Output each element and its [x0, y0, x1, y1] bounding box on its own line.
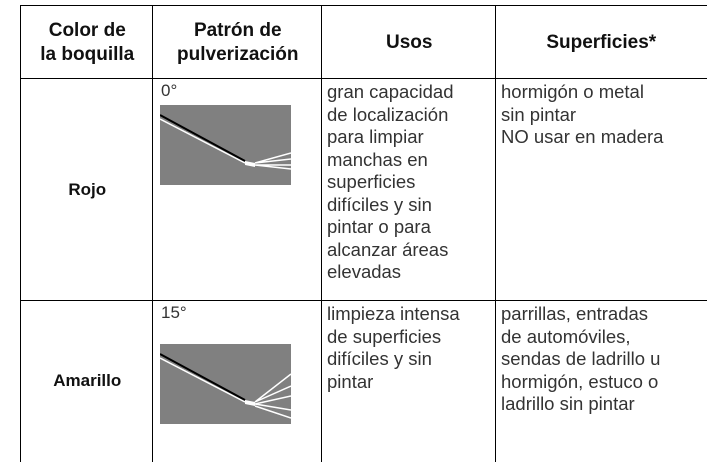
text-line: parrillas, entradas: [501, 303, 649, 324]
color-cell: Rojo: [20, 78, 154, 302]
pattern-cell: 15°: [152, 300, 323, 462]
icon-shape: [160, 353, 246, 401]
spray-icon: [160, 344, 291, 424]
color-name: Amarillo: [53, 371, 122, 391]
icon-shape: [254, 152, 291, 170]
pattern-cell: 0°: [152, 78, 323, 302]
text-line: pintar o para: [327, 216, 431, 237]
text-line: sin pintar: [501, 103, 577, 125]
angle: 15°: [161, 303, 187, 322]
text-line: manchas en: [327, 148, 428, 170]
icon-shape: [254, 373, 291, 419]
header-cell: Color de la boquilla: [20, 5, 154, 80]
text-line: pulverización: [177, 43, 299, 65]
color-name: Rojo: [68, 180, 107, 200]
text-line: de superficies: [327, 325, 442, 347]
text-line: Patrón de: [193, 19, 282, 41]
text-line: sendas de ladrillo u: [501, 348, 661, 369]
text-line: limpieza intensa: [327, 303, 460, 324]
text-line: NO usar en madera: [501, 126, 664, 147]
icon-shape: [160, 118, 246, 164]
icon-shape: [245, 161, 255, 167]
header-cell: Usos: [321, 5, 497, 80]
text-line: superficies: [327, 171, 416, 192]
icon-shape: [160, 105, 291, 185]
text-line: Superficies*: [546, 31, 657, 53]
text-line: de automóviles,: [501, 325, 631, 347]
text-line: hormigón, estuco o: [501, 370, 659, 392]
page: {"table": { "header": [["Color de", "la …: [20, 5, 707, 462]
icon-shape: [245, 400, 255, 406]
text-line: hormigón o metal: [501, 81, 644, 102]
usos-cell: limpieza intensa de superficies difíciles …: [321, 300, 497, 462]
text-line: Usos: [386, 31, 433, 53]
icon-shape: [160, 114, 246, 162]
spray-icon: [160, 105, 291, 185]
superficies-cell: hormigón o metal sin pintar NO usar en mad…: [495, 78, 707, 302]
header-cell: Patrón de pulverización: [152, 5, 323, 80]
angle: 0°: [161, 81, 178, 100]
text-line: de localización: [327, 103, 449, 125]
text-line: difíciles y sin: [327, 348, 432, 369]
text-line: elevadas: [327, 261, 402, 282]
text-line: pintar: [327, 370, 374, 392]
color-cell: Amarillo: [20, 300, 154, 462]
text-line: para limpiar: [327, 126, 424, 147]
text-line: alcanzar áreas: [327, 238, 449, 260]
usos-cell: gran capacidad de localización para limpia…: [321, 78, 497, 302]
header-cell: Superficies*: [495, 5, 707, 80]
text-line: la boquilla: [40, 43, 135, 65]
text-line: difíciles y sin: [327, 193, 432, 215]
text-line: ladrillo sin pintar: [501, 393, 635, 414]
superficies-cell: parrillas, entradas de automóviles, sendas…: [495, 300, 707, 462]
text-line: gran capacidad: [327, 81, 454, 102]
icon-shape: [160, 357, 246, 403]
text-line: Color de: [48, 19, 126, 41]
